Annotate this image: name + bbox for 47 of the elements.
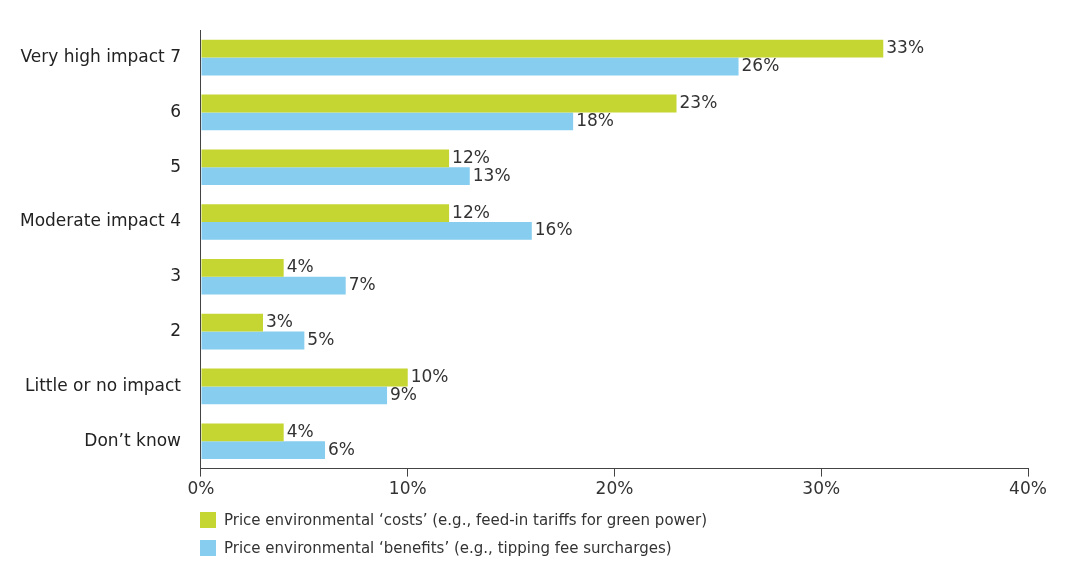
y-tick-label: Little or no impact (24, 374, 182, 395)
bar (201, 204, 450, 222)
data-label: 5% (307, 328, 335, 349)
bar (201, 258, 284, 277)
data-label: 18% (576, 109, 614, 130)
y-tick-label: Moderate impact 4 (19, 210, 181, 231)
x-tick-label: 20% (595, 478, 634, 499)
data-label: 26% (741, 54, 780, 75)
bar (201, 386, 388, 405)
x-tick-label: 10% (388, 478, 427, 499)
x-tick-label: 40% (1009, 478, 1047, 499)
y-tick-label: Don’t know (84, 429, 182, 450)
data-label: 7% (348, 274, 376, 295)
y-tick-label: 5 (170, 155, 181, 176)
bar (201, 276, 346, 295)
bar (201, 441, 326, 460)
legend-label: Price environmental ‘benefits’ (e.g., tipping fee surcharges) (224, 539, 672, 557)
x-tick-label: 0% (187, 478, 215, 499)
x-tick-label: 30% (802, 478, 841, 499)
y-tick-label: Very high impact 7 (20, 46, 181, 67)
bar (201, 167, 470, 186)
data-label: 16% (534, 219, 573, 240)
data-label: 6% (328, 438, 356, 459)
y-tick-label: 6 (170, 100, 181, 121)
data-label: 4% (286, 256, 314, 277)
data-label: 9% (390, 383, 418, 404)
bar (201, 39, 884, 58)
y-tick-label: 2 (170, 320, 181, 341)
bar (201, 57, 739, 76)
bar (201, 222, 532, 240)
data-label: 4% (286, 420, 314, 441)
y-tick-label: 3 (170, 265, 181, 286)
data-label: 33% (886, 37, 925, 58)
bar (201, 368, 408, 387)
data-label: 12% (452, 201, 490, 222)
data-label: 23% (679, 91, 718, 112)
data-label: 10% (410, 365, 449, 386)
bar (201, 313, 263, 332)
bar (201, 94, 677, 113)
bar (201, 112, 574, 131)
data-label: 13% (472, 164, 511, 185)
data-label: 12% (452, 146, 490, 167)
data-label: 3% (266, 311, 293, 332)
bar (201, 423, 284, 442)
bar (201, 331, 305, 350)
legend-label: Price environmental ‘costs’ (e.g., feed-in tariffs for green power) (224, 511, 708, 529)
bar (201, 149, 450, 168)
